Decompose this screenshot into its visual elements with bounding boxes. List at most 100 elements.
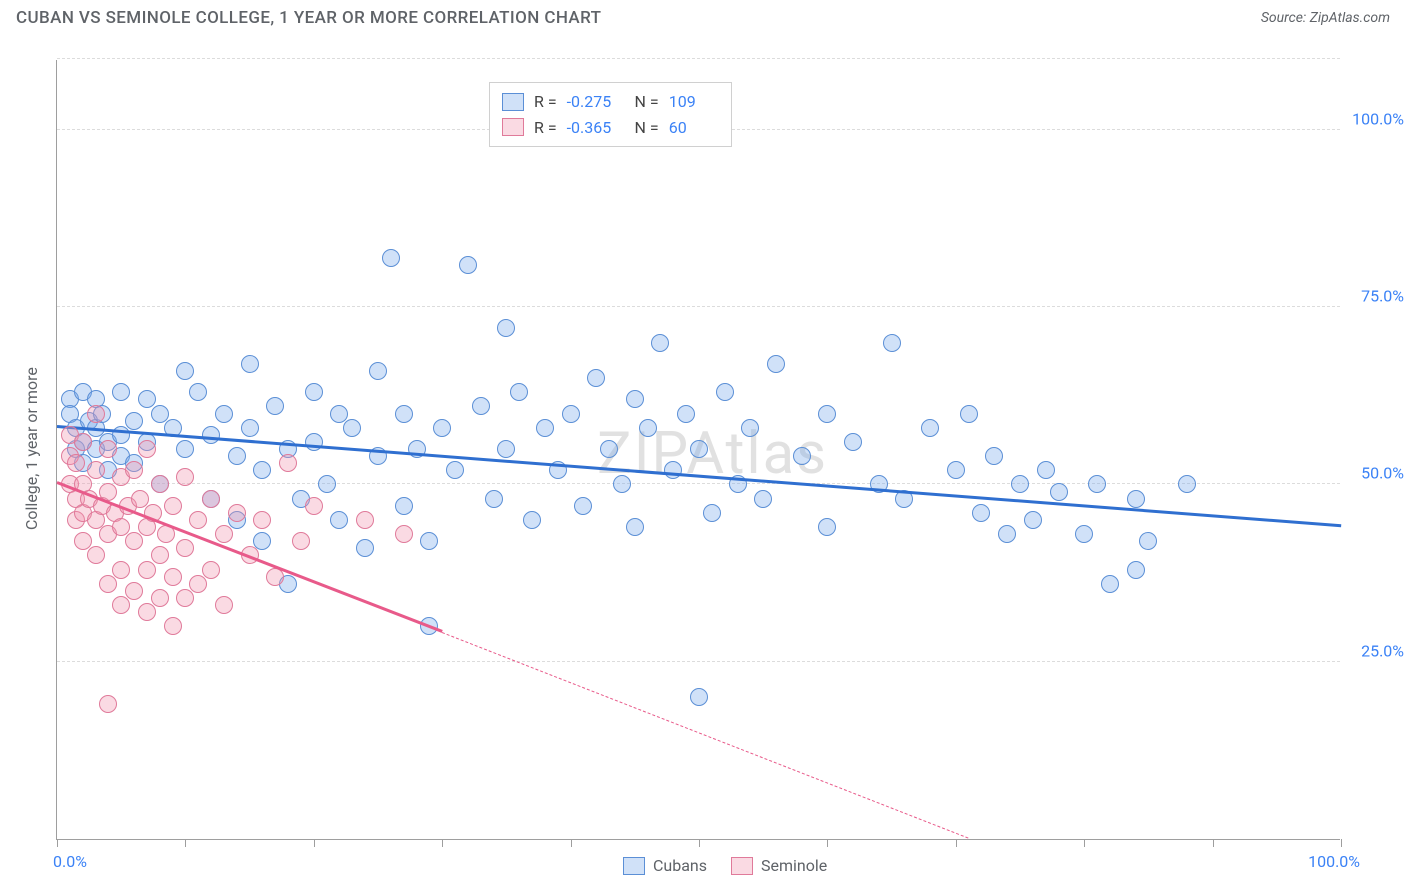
chart-title: CUBAN VS SEMINOLE COLLEGE, 1 YEAR OR MOR… <box>16 8 601 28</box>
legend-label: Seminole <box>761 856 827 875</box>
data-point <box>164 497 182 515</box>
gridline <box>57 58 1340 59</box>
data-point <box>125 412 143 430</box>
stats-legend: R = -0.275 N = 109R = -0.365 N = 60 <box>489 82 732 147</box>
data-point <box>318 475 336 493</box>
data-point <box>883 334 901 352</box>
x-tick <box>442 839 443 847</box>
data-point <box>485 490 503 508</box>
y-tick-label: 100.0% <box>1352 109 1404 128</box>
data-point <box>164 568 182 586</box>
trend-line <box>442 632 969 839</box>
data-point <box>67 454 85 472</box>
data-point <box>690 440 708 458</box>
data-point <box>998 525 1016 543</box>
data-point <box>241 419 259 437</box>
x-tick <box>1084 839 1085 847</box>
data-point <box>472 397 490 415</box>
data-point <box>613 475 631 493</box>
data-point <box>305 383 323 401</box>
data-point <box>266 397 284 415</box>
data-point <box>253 511 271 529</box>
data-point <box>202 490 220 508</box>
data-point <box>138 603 156 621</box>
data-point <box>176 362 194 380</box>
data-point <box>510 383 528 401</box>
data-point <box>202 426 220 444</box>
data-point <box>626 518 644 536</box>
data-point <box>754 490 772 508</box>
data-point <box>176 539 194 557</box>
gridline <box>57 306 1340 307</box>
data-point <box>241 355 259 373</box>
data-point <box>664 461 682 479</box>
data-point <box>343 419 361 437</box>
stats-legend-row: R = -0.275 N = 109 <box>502 89 719 115</box>
legend-label: Cubans <box>653 856 707 875</box>
data-point <box>279 454 297 472</box>
data-point <box>420 532 438 550</box>
data-point <box>1075 525 1093 543</box>
r-label: R = <box>534 89 557 115</box>
data-point <box>985 447 1003 465</box>
data-point <box>1101 575 1119 593</box>
data-point <box>1139 532 1157 550</box>
data-point <box>626 390 644 408</box>
data-point <box>176 589 194 607</box>
y-tick-label: 75.0% <box>1361 287 1404 306</box>
legend-swatch <box>502 93 524 111</box>
data-point <box>253 532 271 550</box>
r-label: R = <box>534 115 557 141</box>
chart-container: ZIPAtlas 25.0%50.0%75.0%100.0%0.0%100.0%… <box>0 40 1406 892</box>
data-point <box>651 334 669 352</box>
data-point <box>74 433 92 451</box>
data-point <box>433 419 451 437</box>
x-tick <box>571 839 572 847</box>
data-point <box>189 575 207 593</box>
data-point <box>125 582 143 600</box>
x-tick <box>827 839 828 847</box>
data-point <box>639 419 657 437</box>
data-point <box>87 461 105 479</box>
data-point <box>741 419 759 437</box>
data-point <box>1024 511 1042 529</box>
n-value: 109 <box>669 89 719 115</box>
data-point <box>125 532 143 550</box>
data-point <box>138 440 156 458</box>
n-label: N = <box>627 89 659 115</box>
data-point <box>818 405 836 423</box>
legend-swatch <box>623 857 645 875</box>
y-tick-label: 50.0% <box>1361 464 1404 483</box>
stats-legend-row: R = -0.365 N = 60 <box>502 115 719 141</box>
data-point <box>151 475 169 493</box>
x-tick <box>1341 839 1342 847</box>
data-point <box>215 596 233 614</box>
data-point <box>151 546 169 564</box>
data-point <box>1178 475 1196 493</box>
legend-swatch <box>731 857 753 875</box>
data-point <box>767 355 785 373</box>
data-point <box>99 575 117 593</box>
x-tick-label: 100.0% <box>1308 852 1360 871</box>
data-point <box>716 383 734 401</box>
data-point <box>587 369 605 387</box>
data-point <box>369 362 387 380</box>
data-point <box>330 511 348 529</box>
x-tick <box>1213 839 1214 847</box>
data-point <box>1127 561 1145 579</box>
data-point <box>202 561 220 579</box>
data-point <box>215 525 233 543</box>
legend-item: Seminole <box>731 856 827 875</box>
data-point <box>112 383 130 401</box>
data-point <box>292 532 310 550</box>
data-point <box>497 440 515 458</box>
y-tick-label: 25.0% <box>1361 641 1404 660</box>
data-point <box>395 497 413 515</box>
data-point <box>947 461 965 479</box>
data-point <box>1050 483 1068 501</box>
data-point <box>305 497 323 515</box>
legend-swatch <box>502 118 524 136</box>
data-point <box>151 589 169 607</box>
data-point <box>960 405 978 423</box>
data-point <box>677 405 695 423</box>
